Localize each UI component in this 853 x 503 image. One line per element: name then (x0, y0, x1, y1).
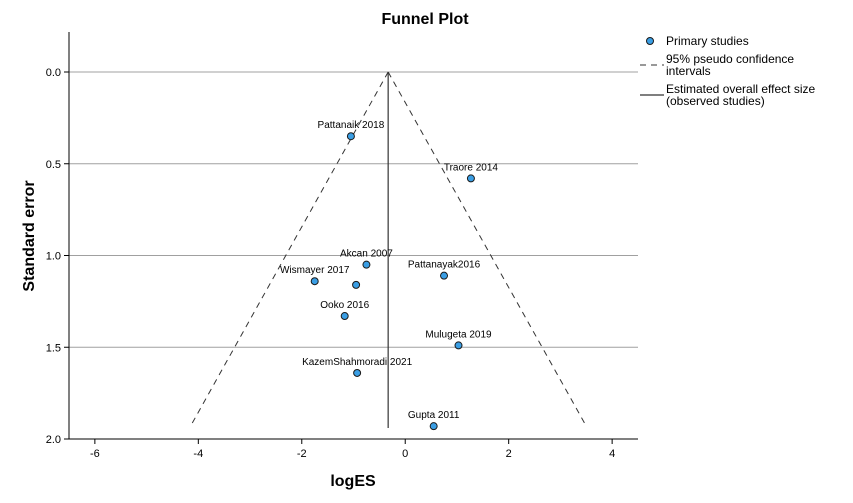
data-point-label: Akcan 2007 (340, 249, 393, 260)
x-tick-label: -6 (90, 448, 100, 460)
x-axis-title: logES (330, 473, 376, 490)
y-tick-label: 0.5 (46, 159, 61, 171)
data-points: Pattanaik 2018 Traore 2014 Akcan 2007 Patta… (280, 120, 499, 431)
legend-label: (observed studies) (666, 94, 765, 108)
legend: Primary studies 95% pseudo confidenceinte… (640, 34, 816, 108)
pseudo-confidence-lines (190, 71, 587, 427)
legend-label: Primary studies (666, 34, 749, 48)
legend-label: intervals (666, 64, 711, 78)
y-axis-ticks: 0.0 0.5 1.0 1.5 2.0 (46, 67, 69, 446)
data-point (340, 312, 349, 321)
x-tick-label: -2 (297, 448, 307, 460)
legend-point-marker (646, 37, 654, 45)
data-point (440, 271, 449, 280)
data-point (352, 280, 361, 289)
legend-label: 95% pseudo confidence (666, 52, 794, 66)
x-tick-label: 0 (402, 448, 408, 460)
data-point (429, 422, 438, 431)
data-point (353, 368, 362, 377)
legend-label: Estimated overall effect size (666, 82, 816, 96)
ci-line-right (387, 71, 587, 427)
x-tick-label: 2 (506, 448, 512, 460)
ci-line-left (190, 71, 389, 427)
data-point (454, 341, 463, 350)
data-point (346, 132, 355, 141)
data-point-label: Gupta 2011 (408, 410, 460, 421)
data-point (310, 277, 319, 286)
data-point-label: Pattanaik 2018 (318, 120, 385, 131)
y-tick-label: 1.5 (46, 342, 61, 354)
y-tick-label: 0.0 (46, 67, 61, 79)
data-point (362, 260, 371, 269)
y-tick-label: 1.0 (46, 251, 61, 263)
x-axis-ticks: -6 -4 -2 0 2 4 (90, 439, 615, 460)
x-tick-label: 4 (609, 448, 615, 460)
chart-title: Funnel Plot (381, 11, 469, 28)
data-point (466, 174, 475, 183)
data-point-label: Wismayer 2017 (280, 265, 350, 276)
data-point-label: Ooko 2016 (320, 300, 369, 311)
y-tick-label: 2.0 (46, 434, 61, 446)
y-axis-title: Standard error (21, 180, 38, 291)
data-point-label: Traore 2014 (444, 162, 499, 173)
x-tick-label: -4 (193, 448, 203, 460)
data-point-label: Mulugeta 2019 (425, 329, 492, 340)
data-point-label: KazemShahmoradi 2021 (302, 357, 413, 368)
data-point-label: Pattanayak2016 (408, 260, 481, 271)
gridlines (69, 71, 638, 348)
